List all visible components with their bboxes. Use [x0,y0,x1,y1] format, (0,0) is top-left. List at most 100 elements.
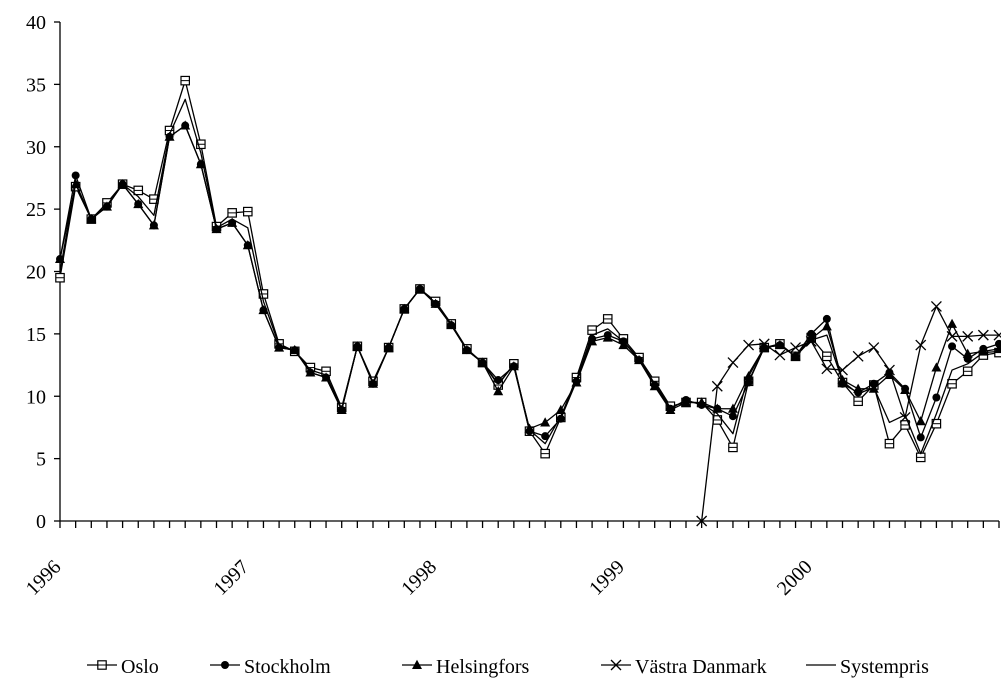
x-marker [711,380,723,392]
triangle-marker [962,348,973,358]
square-marker [227,208,237,218]
circle-marker [822,314,831,323]
y-tick-label: 25 [26,199,46,221]
x-marker [790,342,802,354]
square-marker [97,660,107,670]
triangle-marker [947,318,958,328]
square-marker [728,442,738,453]
x-marker [962,330,974,342]
triangle-marker [412,659,422,669]
series-systempris [59,98,1000,455]
square-marker [55,272,65,283]
y-tick-label: 5 [36,449,46,471]
y-tick-label: 30 [26,137,46,159]
triangle-marker [806,333,817,343]
triangle-marker [493,386,504,396]
y-tick-label: 35 [26,74,46,96]
x-tick-label: 2000 [773,556,817,600]
legend-label: Systempris [840,656,929,678]
x-marker [743,339,755,351]
triangle-marker [618,339,629,350]
y-tick-label: 40 [26,12,46,34]
x-axis: 1996 1997 1998 1999 2000 [22,520,1000,600]
x-marker [993,329,1001,341]
series-line [59,98,1000,455]
x-marker [774,349,786,361]
circle-marker [71,171,80,180]
series-line [59,124,1000,430]
square-marker [243,206,253,217]
triangle-marker [821,321,832,331]
triangle-marker [305,367,316,377]
circle-marker [541,432,550,441]
x-marker [727,357,739,369]
legend-label: Oslo [121,656,159,678]
series-v-stra-danmark [696,300,1001,527]
square-marker [947,378,957,389]
y-axis: 0 5 10 15 20 25 30 35 40 [26,12,61,533]
legend-item: Stockholm [210,656,331,678]
series-helsingfors [55,120,1001,433]
triangle-marker [665,404,676,414]
x-marker [883,364,895,376]
triangle-marker [274,342,285,352]
series-line [701,305,999,522]
circle-marker [948,342,957,351]
y-tick-label: 10 [26,386,46,408]
x-marker [852,350,864,362]
x-marker [930,300,942,312]
circle-marker [932,393,941,402]
triangle-marker [540,417,551,427]
square-marker [853,396,863,407]
legend-item: Västra Danmark [601,656,767,678]
legend-label: Stockholm [244,656,331,678]
triangle-marker [148,220,159,230]
square-marker [133,185,144,196]
legend-item: Oslo [87,656,159,678]
triangle-marker [696,397,707,407]
x-tick-label: 1997 [209,556,253,600]
legend-item: Helsingfors [402,656,530,678]
triangle-marker [900,384,911,395]
square-marker [602,314,613,324]
square-marker [915,452,926,463]
x-tick-label: 1999 [585,556,629,600]
square-marker [587,325,597,335]
circle-marker [728,412,737,421]
series-lines [55,75,1001,527]
square-marker [180,75,190,86]
legend: Oslo Stockholm Helsingfors Västra Danmark Sy… [87,656,929,678]
triangle-marker [258,304,269,315]
legend-label: Västra Danmark [635,656,767,678]
triangle-marker [727,403,738,413]
x-tick-label: 1996 [22,556,66,600]
x-marker [899,411,911,423]
x-marker [915,339,927,351]
triangle-marker [242,240,253,250]
y-tick-label: 15 [26,324,46,346]
circle-marker [916,433,925,442]
x-marker [868,342,880,354]
series-oslo [55,75,1001,463]
triangle-marker [289,344,300,355]
x-marker [821,363,833,375]
x-marker [977,329,989,341]
y-tick-label: 20 [26,262,46,284]
triangle-marker [133,198,144,209]
triangle-marker [180,120,191,130]
square-marker [884,438,895,449]
triangle-marker [931,362,942,372]
triangle-marker [994,343,1001,353]
square-marker [822,351,832,362]
x-marker [805,335,817,347]
triangle-marker [853,383,864,393]
x-marker [946,330,958,342]
triangle-marker [915,416,926,426]
square-marker [540,448,550,459]
circle-marker [221,661,229,669]
legend-label: Helsingfors [436,656,530,678]
triangle-marker [602,332,613,342]
triangle-marker [227,217,238,227]
x-tick-label: 1998 [397,556,441,600]
